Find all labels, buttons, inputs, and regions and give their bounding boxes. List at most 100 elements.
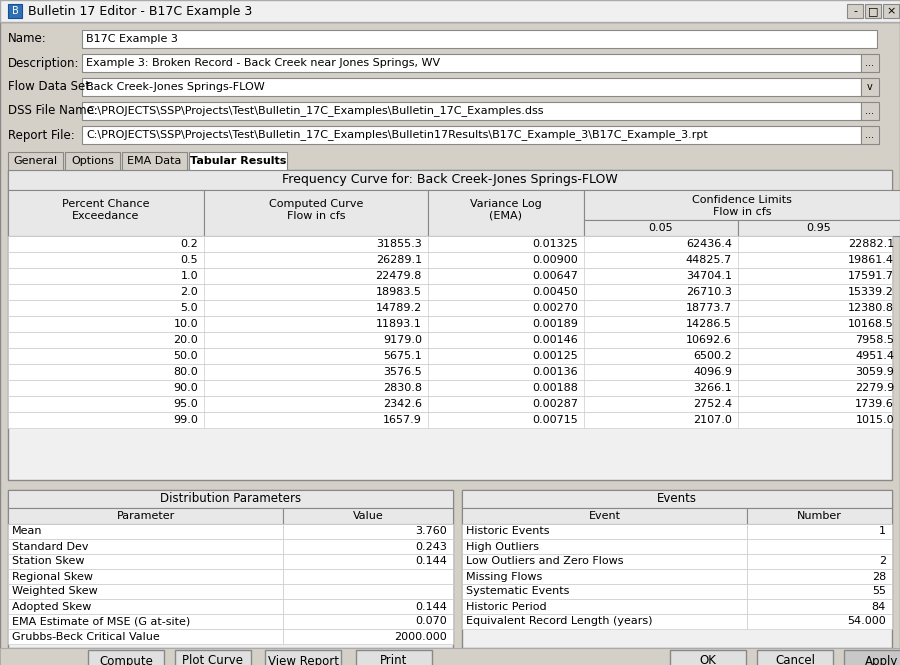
Text: EMA Estimate of MSE (G at-site): EMA Estimate of MSE (G at-site) <box>12 616 190 626</box>
Text: 20.0: 20.0 <box>173 335 198 345</box>
Text: Bulletin 17 Editor - B17C Example 3: Bulletin 17 Editor - B17C Example 3 <box>28 5 252 17</box>
Bar <box>283 599 453 614</box>
Bar <box>747 569 892 584</box>
Bar <box>883 4 899 18</box>
Bar <box>356 650 432 665</box>
Text: 31855.3: 31855.3 <box>376 239 422 249</box>
Text: Flow in cfs: Flow in cfs <box>713 207 771 217</box>
Text: Back Creek-Jones Springs-FLOW: Back Creek-Jones Springs-FLOW <box>86 82 265 92</box>
Text: Event: Event <box>589 511 620 521</box>
Bar <box>8 316 892 332</box>
Text: 2: 2 <box>879 557 886 567</box>
Bar <box>283 584 453 599</box>
Text: 0.5: 0.5 <box>180 255 198 265</box>
Bar <box>82 126 861 144</box>
Bar <box>283 554 453 569</box>
Text: 44825.7: 44825.7 <box>686 255 732 265</box>
Text: 0.00189: 0.00189 <box>532 319 578 329</box>
Text: Parameter: Parameter <box>116 511 175 521</box>
Text: 7958.5: 7958.5 <box>855 335 894 345</box>
Text: Compute: Compute <box>99 654 153 665</box>
Text: 6500.2: 6500.2 <box>693 351 732 361</box>
Text: 26710.3: 26710.3 <box>686 287 732 297</box>
Bar <box>861 54 879 72</box>
Text: 0.00188: 0.00188 <box>532 383 578 393</box>
Text: 55: 55 <box>872 587 886 597</box>
Text: ...: ... <box>866 58 875 68</box>
Bar <box>82 54 861 72</box>
Text: Events: Events <box>657 493 697 505</box>
Text: OK: OK <box>699 654 716 665</box>
Text: 3266.1: 3266.1 <box>693 383 732 393</box>
Bar <box>8 508 283 524</box>
Bar <box>283 539 453 554</box>
Text: 3576.5: 3576.5 <box>383 367 422 377</box>
Text: 18983.5: 18983.5 <box>376 287 422 297</box>
Bar <box>865 4 881 18</box>
Text: Historic Events: Historic Events <box>466 527 550 537</box>
Bar <box>8 490 453 508</box>
Bar <box>0 0 900 22</box>
Text: Example 3: Broken Record - Back Creek near Jones Springs, WV: Example 3: Broken Record - Back Creek ne… <box>86 58 440 68</box>
Text: 0.243: 0.243 <box>415 541 447 551</box>
Text: 1015.0: 1015.0 <box>855 415 894 425</box>
Bar <box>8 4 22 18</box>
Text: 0.00136: 0.00136 <box>533 367 578 377</box>
Text: Flow in cfs: Flow in cfs <box>287 211 346 221</box>
Bar <box>844 650 900 665</box>
Text: 34704.1: 34704.1 <box>686 271 732 281</box>
Bar <box>8 412 892 428</box>
Bar <box>847 4 863 18</box>
Text: Low Outliers and Zero Flows: Low Outliers and Zero Flows <box>466 557 624 567</box>
Bar <box>747 524 892 539</box>
Text: 0.00450: 0.00450 <box>532 287 578 297</box>
Text: Plot Curve: Plot Curve <box>183 654 244 665</box>
Text: High Outliers: High Outliers <box>466 541 539 551</box>
Text: 5675.1: 5675.1 <box>383 351 422 361</box>
Bar <box>8 364 892 380</box>
Text: □: □ <box>868 6 878 16</box>
Text: 2.0: 2.0 <box>180 287 198 297</box>
Bar <box>265 650 341 665</box>
Text: 0.144: 0.144 <box>415 557 447 567</box>
Bar <box>462 569 747 584</box>
Text: 3.760: 3.760 <box>415 527 447 537</box>
Bar <box>82 102 861 120</box>
Text: 14286.5: 14286.5 <box>686 319 732 329</box>
Bar <box>8 252 892 268</box>
Text: Equivalent Record Length (years): Equivalent Record Length (years) <box>466 616 652 626</box>
Text: 4951.4: 4951.4 <box>855 351 894 361</box>
Bar <box>861 78 879 96</box>
Text: Computed Curve: Computed Curve <box>269 199 364 209</box>
Text: View Report: View Report <box>267 654 338 665</box>
Text: 0.2: 0.2 <box>180 239 198 249</box>
Text: Frequency Curve for: Back Creek-Jones Springs-FLOW: Frequency Curve for: Back Creek-Jones Sp… <box>282 174 618 186</box>
Bar <box>8 190 204 236</box>
Text: 22882.1: 22882.1 <box>848 239 894 249</box>
Text: 0.00647: 0.00647 <box>532 271 578 281</box>
Bar <box>8 569 283 584</box>
Bar <box>82 78 861 96</box>
Text: Percent Chance: Percent Chance <box>62 199 149 209</box>
Bar <box>462 554 747 569</box>
Text: Confidence Limits: Confidence Limits <box>692 195 792 205</box>
Text: Station Skew: Station Skew <box>12 557 85 567</box>
Bar <box>462 614 747 629</box>
Text: Tabular Results: Tabular Results <box>190 156 286 166</box>
Text: 0.01325: 0.01325 <box>532 239 578 249</box>
Text: Standard Dev: Standard Dev <box>12 541 88 551</box>
Text: 0.00287: 0.00287 <box>532 399 578 409</box>
Text: 2752.4: 2752.4 <box>693 399 732 409</box>
Bar <box>189 152 287 170</box>
Text: Weighted Skew: Weighted Skew <box>12 587 98 597</box>
Bar <box>8 629 283 644</box>
Bar <box>861 102 879 120</box>
Bar <box>462 584 747 599</box>
Bar <box>584 190 900 220</box>
Text: 11893.1: 11893.1 <box>376 319 422 329</box>
Text: Exceedance: Exceedance <box>72 211 140 221</box>
Bar <box>8 614 283 629</box>
Text: 54.000: 54.000 <box>847 616 886 626</box>
Text: Variance Log: Variance Log <box>470 199 542 209</box>
Bar <box>8 396 892 412</box>
